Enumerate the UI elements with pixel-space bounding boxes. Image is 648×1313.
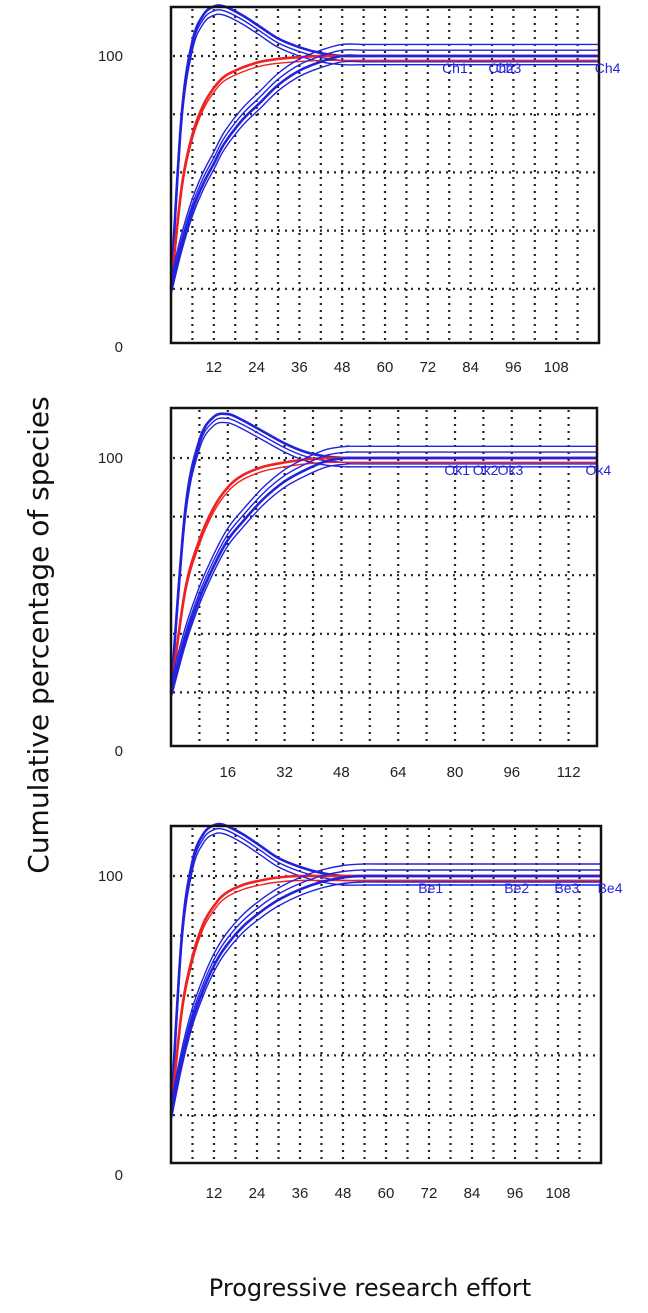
x-tick-label: 64 xyxy=(390,764,407,781)
chart-panel-2: 0 100 16 32 48 64 80 96 112 Ok1 Ok2 Ok3 Ok4 xyxy=(98,406,612,781)
series-line-mean xyxy=(170,59,599,294)
y-axis-title: Cumulative percentage of species xyxy=(22,396,55,873)
series-line-upper xyxy=(170,832,601,1125)
series-line-lower xyxy=(169,874,601,1116)
end-label: Be2 xyxy=(504,880,529,896)
x-tick-label: 12 xyxy=(205,359,222,376)
end-label: Ok1 xyxy=(444,462,470,478)
y-tick-label: 0 xyxy=(115,339,123,356)
series-line-lower xyxy=(170,462,597,699)
x-tick-label: 84 xyxy=(462,359,479,376)
x-tick-label: 32 xyxy=(276,764,293,781)
series-line-lower xyxy=(170,863,601,1104)
y-tick-label: 100 xyxy=(98,868,123,885)
y-tick-label: 100 xyxy=(98,48,123,65)
x-tick-label: 84 xyxy=(464,1185,481,1202)
x-tick-label: 96 xyxy=(505,359,522,376)
x-tick-label: 36 xyxy=(292,1185,309,1202)
end-label: Be4 xyxy=(598,880,623,896)
end-label: Ch4 xyxy=(595,60,621,76)
x-tick-label: 96 xyxy=(503,764,520,781)
end-label: Ok3 xyxy=(498,462,524,478)
series-line-upper xyxy=(170,421,597,702)
x-tick-label: 108 xyxy=(545,1185,570,1202)
series-line-lower xyxy=(170,43,599,278)
x-tick-label: 48 xyxy=(334,359,351,376)
y-tick-label: 0 xyxy=(115,743,123,760)
x-tick-label: 60 xyxy=(377,359,394,376)
series-line-mean xyxy=(170,879,601,1120)
series-line-lower xyxy=(170,869,601,1110)
chart-panel-3: 0 100 12 24 36 48 60 72 84 96 108 Be1 Be2 Be3 Be4 xyxy=(98,822,623,1202)
series-line-lower xyxy=(170,451,597,687)
series-line-mean xyxy=(170,461,597,697)
end-label: Ch2 xyxy=(488,60,514,76)
x-tick-label: 60 xyxy=(378,1185,395,1202)
end-label: Be3 xyxy=(554,880,579,896)
x-tick-label: 24 xyxy=(249,1185,266,1202)
end-label: Ok2 xyxy=(473,462,499,478)
x-tick-label: 80 xyxy=(447,764,464,781)
series-line-lower xyxy=(170,49,599,284)
x-tick-label: 24 xyxy=(248,359,265,376)
plot-frame xyxy=(169,824,603,1165)
x-tick-label: 36 xyxy=(291,359,308,376)
x-tick-label: 16 xyxy=(219,764,236,781)
plot-frame xyxy=(169,5,601,345)
x-tick-label: 96 xyxy=(507,1185,524,1202)
x-axis-title: Progressive research effort xyxy=(209,1274,531,1302)
series-line-upper xyxy=(170,13,599,298)
plot-area xyxy=(171,7,599,343)
x-tick-label: 108 xyxy=(544,359,569,376)
series-line-lower xyxy=(170,881,601,1122)
x-tick-label: 12 xyxy=(206,1185,223,1202)
end-label: Ch1 xyxy=(442,60,468,76)
x-tick-label: 48 xyxy=(335,1185,352,1202)
series-line-lower xyxy=(169,54,599,290)
series-line-lower xyxy=(169,456,597,693)
y-tick-label: 0 xyxy=(115,1167,123,1184)
plot-frame xyxy=(169,406,599,748)
x-tick-label: 72 xyxy=(419,359,436,376)
end-label: Be1 xyxy=(418,880,443,896)
series-line-lower xyxy=(170,445,597,681)
x-tick-label: 48 xyxy=(333,764,350,781)
x-tick-label: 72 xyxy=(421,1185,438,1202)
end-label: Ok4 xyxy=(586,462,612,478)
series-line-lower xyxy=(170,60,599,295)
end-label: Ch3 xyxy=(496,60,522,76)
x-tick-label: 112 xyxy=(557,764,581,781)
y-tick-label: 100 xyxy=(98,450,123,467)
